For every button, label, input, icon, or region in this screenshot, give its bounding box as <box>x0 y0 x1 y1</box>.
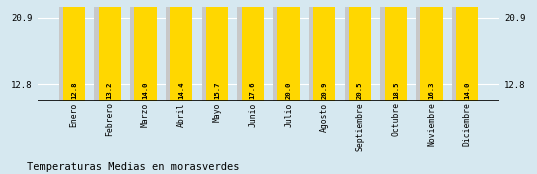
Text: 14.0: 14.0 <box>142 81 149 99</box>
Bar <box>206 0 228 101</box>
Text: 15.7: 15.7 <box>214 81 220 99</box>
Bar <box>452 0 474 101</box>
Bar <box>170 0 192 101</box>
Bar <box>99 0 121 101</box>
Bar <box>456 0 478 101</box>
Bar <box>242 0 264 101</box>
Bar <box>380 0 403 101</box>
Text: 12.8: 12.8 <box>71 81 77 99</box>
Bar <box>349 0 371 101</box>
Bar <box>134 0 157 101</box>
Bar <box>166 0 188 101</box>
Bar <box>384 0 407 101</box>
Bar <box>416 0 438 101</box>
Text: 20.5: 20.5 <box>357 81 363 99</box>
Text: 14.0: 14.0 <box>465 81 470 99</box>
Bar <box>313 0 336 101</box>
Bar <box>420 0 442 101</box>
Text: 20.9: 20.9 <box>321 81 327 99</box>
Bar <box>95 0 117 101</box>
Bar <box>278 0 300 101</box>
Text: Temperaturas Medias en morasverdes: Temperaturas Medias en morasverdes <box>27 162 240 172</box>
Bar <box>201 0 224 101</box>
Text: 20.0: 20.0 <box>286 81 292 99</box>
Bar <box>237 0 259 101</box>
Bar <box>59 0 81 101</box>
Bar <box>130 0 153 101</box>
Text: 13.2: 13.2 <box>107 81 113 99</box>
Bar <box>345 0 367 101</box>
Text: 18.5: 18.5 <box>393 81 399 99</box>
Bar <box>63 0 85 101</box>
Bar <box>273 0 295 101</box>
Text: 17.6: 17.6 <box>250 81 256 99</box>
Text: 14.4: 14.4 <box>178 81 184 99</box>
Bar <box>309 0 331 101</box>
Text: 16.3: 16.3 <box>429 81 434 99</box>
